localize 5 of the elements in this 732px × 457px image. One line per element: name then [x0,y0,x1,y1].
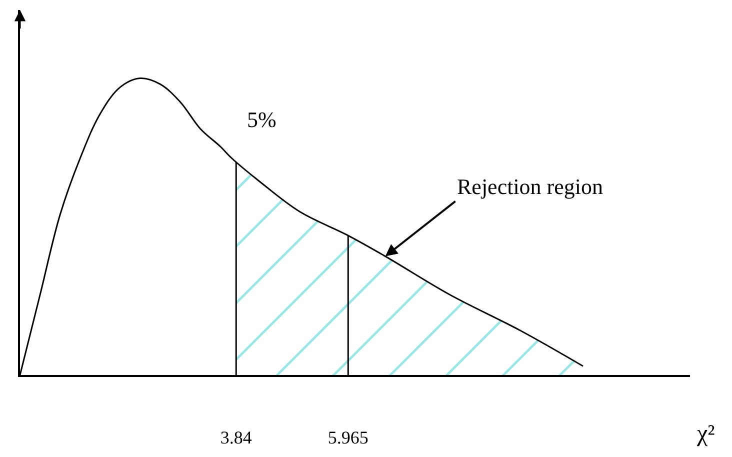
annotation: Rejection region [457,174,604,199]
x-tick-label: 5.965 [328,427,368,448]
x-axis-title: χ² [696,421,715,447]
x-tick-label: 3.84 [220,427,252,448]
annotation: 5% [247,107,276,132]
